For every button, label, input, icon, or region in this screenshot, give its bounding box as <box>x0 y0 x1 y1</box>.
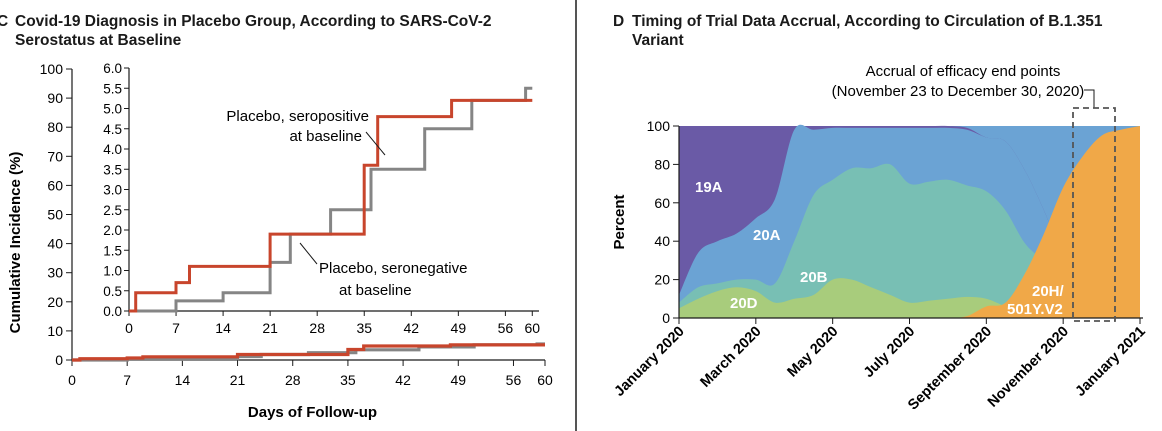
main-x-tick-label: 0 <box>68 372 76 388</box>
annotation-seronegative-line2: at baseline <box>339 282 412 299</box>
inset-x-tick-label: 7 <box>172 320 180 336</box>
main-y-tick-label: 80 <box>47 119 63 135</box>
y-tick-label: 40 <box>654 233 670 249</box>
y-tick-label: 20 <box>654 272 670 288</box>
annotation-seronegative-leader <box>299 242 318 265</box>
main-x-tick-label: 7 <box>123 372 131 388</box>
main-y-tick-label: 30 <box>47 265 63 281</box>
area-20h-501y-v2 <box>679 126 1140 319</box>
main-y-tick-label: 40 <box>47 236 63 252</box>
main-x-tick-label: 21 <box>230 372 246 388</box>
accrual-leader-line <box>1084 89 1095 108</box>
main-x-tick-label: 28 <box>285 372 301 388</box>
series-label-20b: 20B <box>800 269 828 286</box>
annotation-seronegative-line1: Placebo, seronegative <box>319 260 467 277</box>
inset-y-tick-label: 1.5 <box>103 243 122 258</box>
series-label-501y-v2: 501Y.V2 <box>1007 301 1063 318</box>
x-tick-label: September 2020 <box>905 324 995 414</box>
chart-d-variant-timing: 0 20 40 60 80 100 Percent January 2020 March 202… <box>611 63 1149 414</box>
accrual-window-dashed-box <box>1072 107 1116 322</box>
inset-series-seropositive-line <box>129 98 533 313</box>
inset-x-tick-label: 14 <box>215 320 231 336</box>
inset-y-tick-label: 6.0 <box>103 61 122 76</box>
main-series-seropositive-line <box>72 343 545 362</box>
panel-c: C Covid-19 Diagnosis in Placebo Group, A… <box>0 0 576 431</box>
series-label-20h: 20H/ <box>1032 283 1065 300</box>
inset-x-tick-label: 35 <box>356 320 372 336</box>
x-tick-label: January 2020 <box>612 324 688 400</box>
main-x-tick-label: 56 <box>506 372 522 388</box>
panel-d: D Timing of Trial Data Accrual, Accordin… <box>579 0 1162 431</box>
inset-y-tick-label: 1.0 <box>103 264 122 279</box>
inset-x-tick-label: 0 <box>125 320 133 336</box>
annotation-seropositive-leader <box>365 131 386 156</box>
panel-d-title-line2: Variant <box>632 32 684 49</box>
inset-x-tick-label: 60 <box>524 320 540 336</box>
main-y-tick-label: 60 <box>47 177 63 193</box>
main-x-tick-label: 60 <box>537 372 553 388</box>
inset-x-tick-label: 21 <box>262 320 278 336</box>
inset-y-tick-label: 4.5 <box>103 122 122 137</box>
main-x-tick-label: 14 <box>175 372 191 388</box>
panel-c-letter: C <box>0 13 9 30</box>
main-y-tick-label: 70 <box>47 148 63 164</box>
inset-y-tick-label: 3.5 <box>103 162 122 177</box>
y-tick-label: 100 <box>647 118 671 134</box>
main-x-axis-label: Days of Follow-up <box>248 404 377 421</box>
inset-y-tick-label: 3.0 <box>103 183 122 198</box>
inset-y-tick-label: 5.5 <box>103 81 122 96</box>
inset-y-tick-label: 0.5 <box>103 284 122 299</box>
panel-d-title-line1: Timing of Trial Data Accrual, According … <box>632 13 1103 30</box>
inset-x-tick-label: 42 <box>404 320 420 336</box>
x-tick-label: May 2020 <box>785 324 842 381</box>
x-tick-label: July 2020 <box>861 324 918 381</box>
area-20d <box>679 278 1140 319</box>
inset-y-tick-label: 5.0 <box>103 102 122 117</box>
panel-c-title-line2: Serostatus at Baseline <box>15 32 182 49</box>
panel-divider <box>575 0 577 431</box>
main-x-tick-label: 42 <box>395 372 411 388</box>
main-y-tick-label: 0 <box>55 352 63 368</box>
inset-y-tick-label: 4.0 <box>103 142 122 157</box>
inset-y-tick-label: 2.0 <box>103 223 122 238</box>
panel-c-title-line1: Covid-19 Diagnosis in Placebo Group, Acc… <box>15 13 492 30</box>
annotation-seropositive-line2: at baseline <box>289 128 362 145</box>
inset-x-tick-label: 28 <box>309 320 325 336</box>
series-label-19a: 19A <box>695 179 723 196</box>
main-y-tick-label: 20 <box>47 294 63 310</box>
main-y-tick-label: 90 <box>47 90 63 106</box>
inset-x-tick-label: 49 <box>451 320 467 336</box>
panel-d-letter: D <box>613 13 625 30</box>
inset-x-tick-label: 56 <box>498 320 514 336</box>
x-tick-label: March 2020 <box>697 324 764 391</box>
inset-y-tick-label: 2.5 <box>103 203 122 218</box>
x-tick-label: January 2021 <box>1073 324 1149 400</box>
accrual-annotation-line1: Accrual of efficacy end points <box>866 63 1061 80</box>
y-tick-label: 80 <box>654 156 670 172</box>
x-tick-label: November 2020 <box>985 324 1072 411</box>
inset-series-seronegative-line <box>129 86 533 313</box>
main-x-tick-label: 49 <box>450 372 466 388</box>
main-x-tick-label: 35 <box>340 372 356 388</box>
series-label-20d: 20D <box>730 295 758 312</box>
y-tick-label: 60 <box>654 195 670 211</box>
inset-y-tick-label: 0.0 <box>103 304 122 319</box>
annotation-seropositive-line1: Placebo, seropositive <box>226 108 369 125</box>
main-y-tick-label: 10 <box>47 323 63 339</box>
main-y-tick-label: 100 <box>40 61 64 77</box>
main-y-tick-label: 50 <box>47 207 63 223</box>
series-label-20a: 20A <box>753 227 781 244</box>
accrual-annotation-line2: (November 23 to December 30, 2020) <box>832 83 1085 100</box>
y-axis-label: Percent <box>611 194 628 249</box>
y-tick-label: 0 <box>662 310 670 326</box>
main-y-axis-label: Cumulative Incidence (%) <box>7 152 24 334</box>
